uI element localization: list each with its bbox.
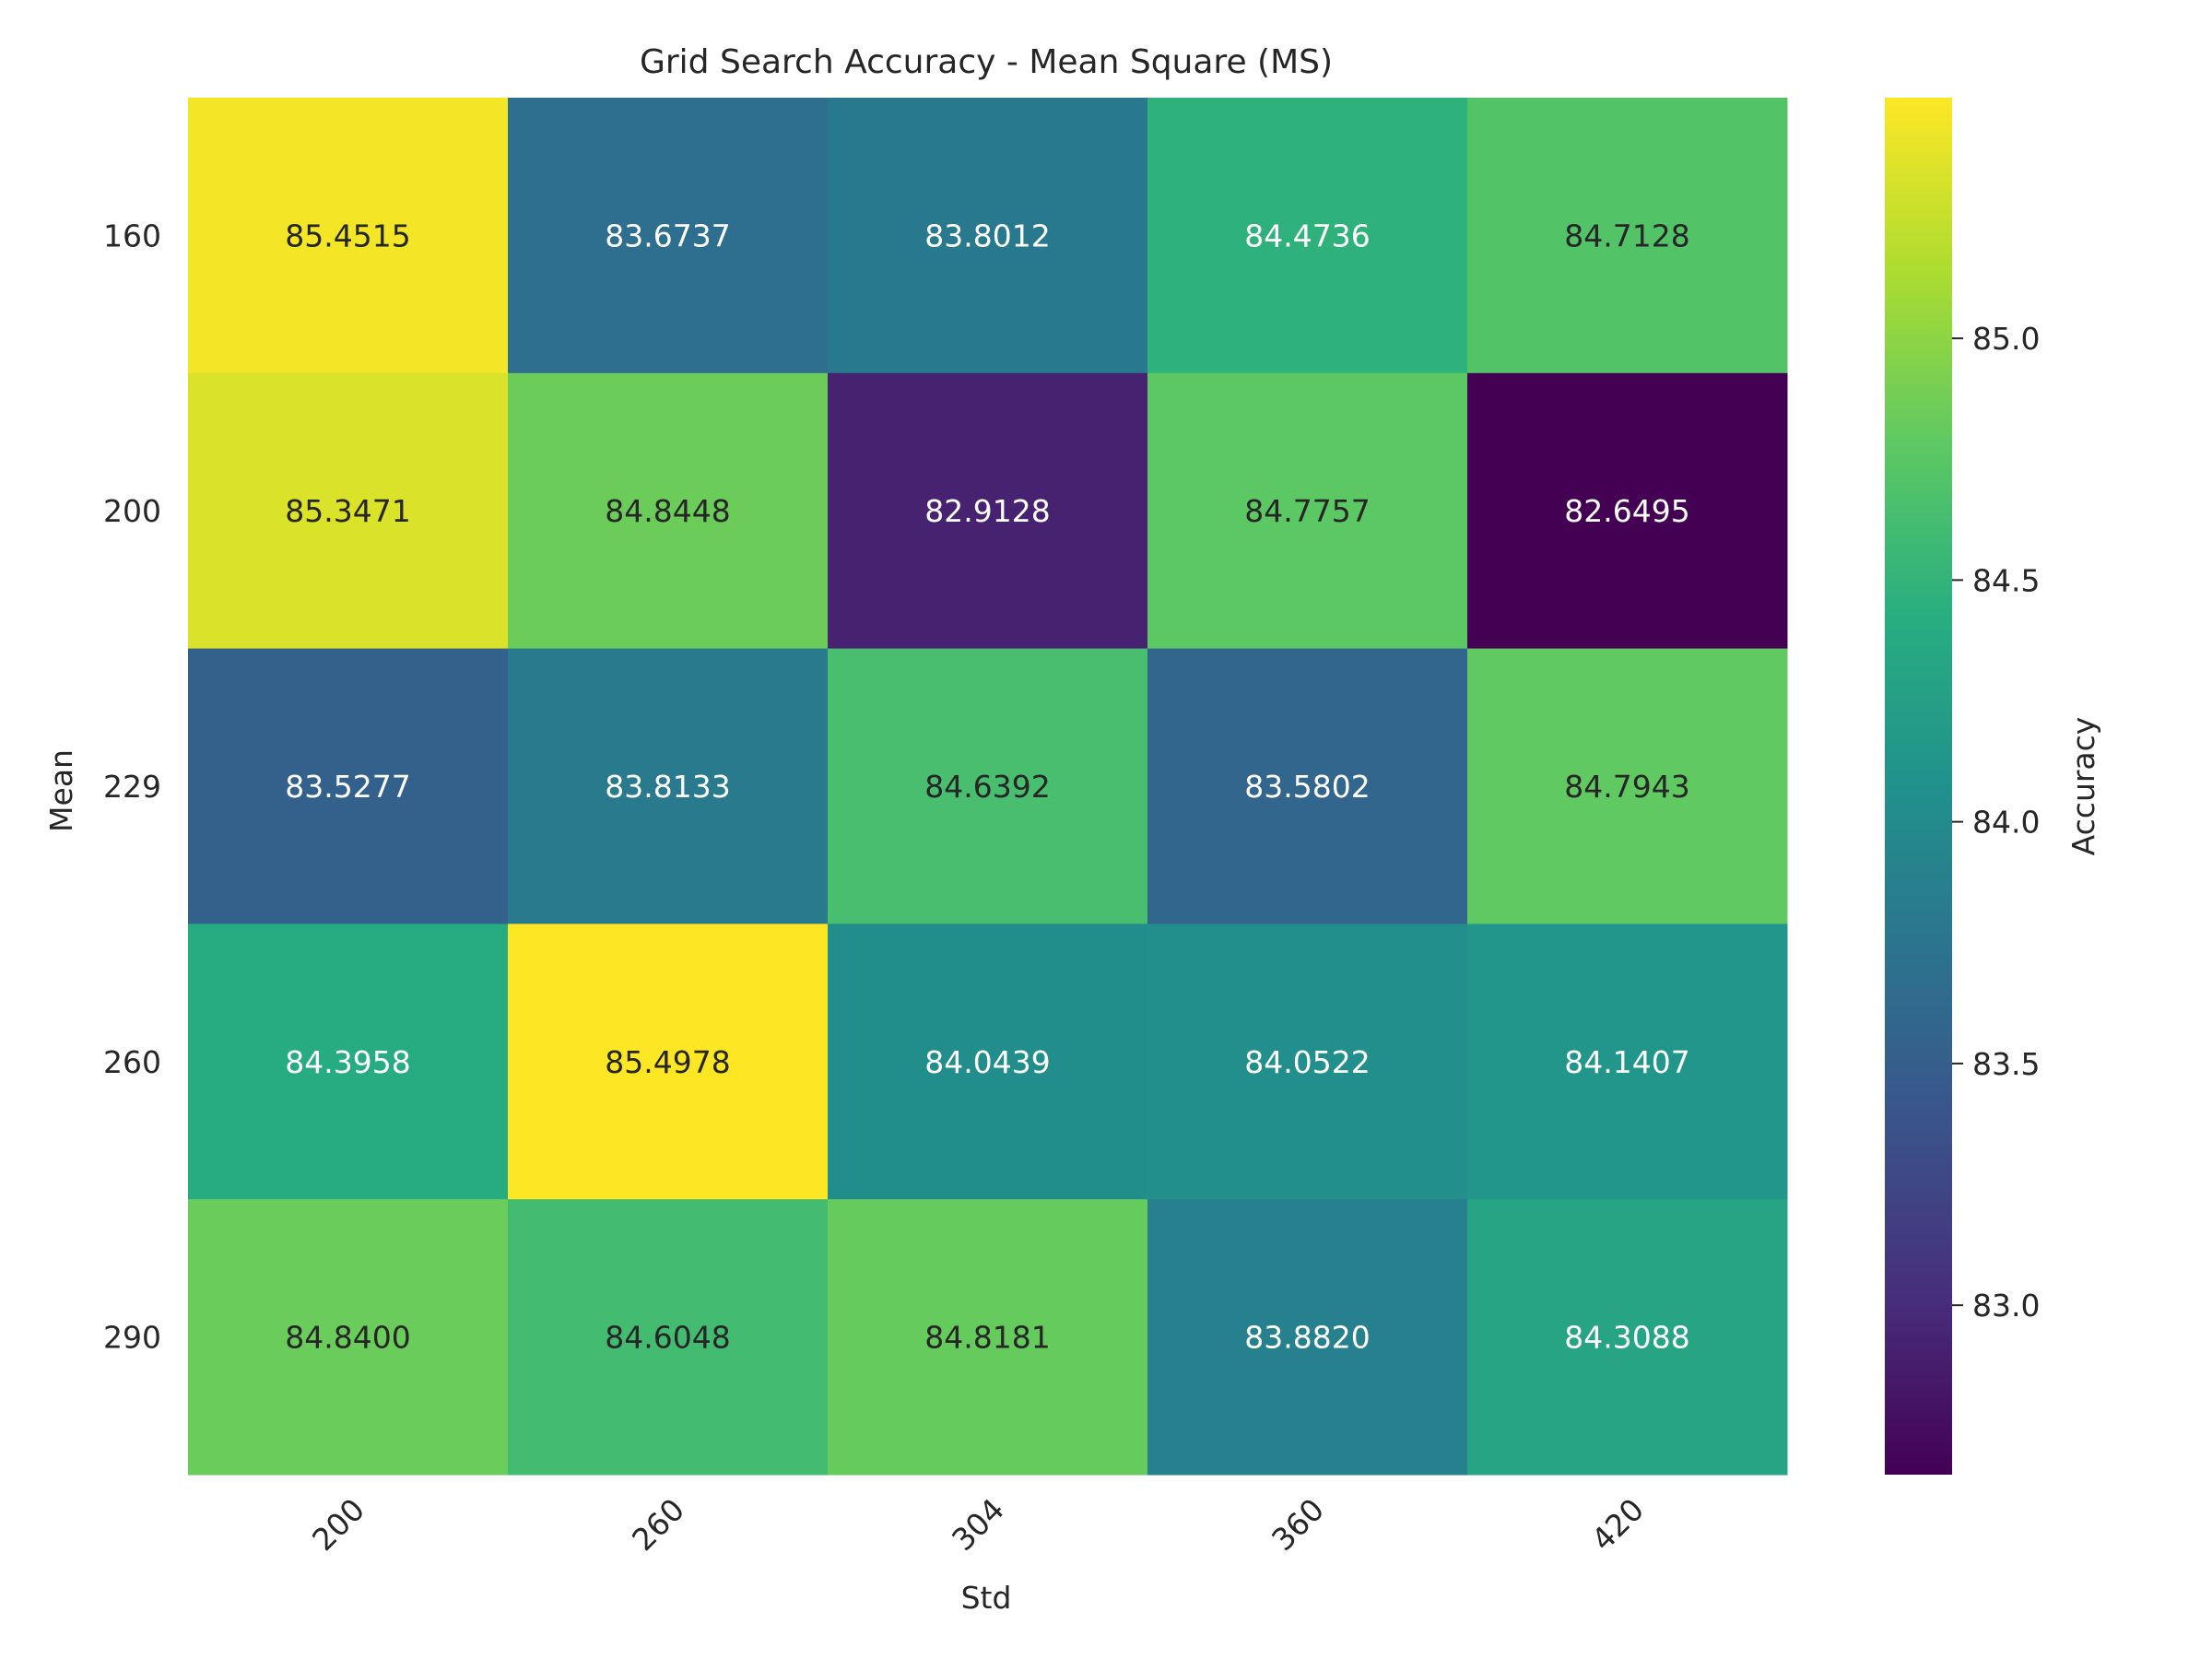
cell-value-label: 84.0522 <box>1244 1044 1370 1080</box>
y-tick-label: 160 <box>103 218 161 253</box>
heatmap-cell <box>1467 98 1788 374</box>
colorbar-tick-label: 83.5 <box>1972 1046 2040 1082</box>
cell-value-label: 85.3471 <box>285 493 410 529</box>
heatmap-cell <box>508 98 829 374</box>
cell-value-label: 83.5802 <box>1244 769 1370 805</box>
cell-value-label: 84.0439 <box>924 1044 1050 1080</box>
cell-value-label: 82.9128 <box>924 493 1050 529</box>
colorbar-tick-label: 84.5 <box>1972 562 2040 598</box>
chart-title: Grid Search Accuracy - Mean Square (MS) <box>640 43 1333 81</box>
y-tick-label: 260 <box>103 1044 161 1080</box>
cell-value-label: 84.3088 <box>1564 1320 1689 1356</box>
heatmap-cell <box>1147 648 1468 924</box>
x-tick-labels: 200 260 304 360 420 <box>305 1491 1651 1558</box>
heatmap-cell <box>188 372 509 650</box>
cell-value-label: 84.7943 <box>1564 769 1689 805</box>
cell-value-label: 83.8133 <box>605 769 730 805</box>
heatmap-cell <box>1467 1199 1788 1476</box>
cell-value-label: 84.8181 <box>924 1320 1050 1356</box>
x-axis-label: Std <box>961 1580 1012 1616</box>
heatmap-cell <box>1147 98 1468 374</box>
heatmap-cell <box>828 98 1148 374</box>
x-tick-label: 420 <box>1584 1491 1651 1558</box>
y-tick-labels: 160 200 229 260 290 <box>103 218 161 1355</box>
cell-value-label: 84.3958 <box>285 1044 410 1080</box>
colorbar-tick-label: 83.0 <box>1972 1288 2040 1324</box>
colorbar-label: Accuracy <box>2065 717 2101 856</box>
cell-value-label: 83.5277 <box>285 769 410 805</box>
y-tick-label: 229 <box>103 769 161 805</box>
heatmap-cell <box>188 98 509 374</box>
heatmap-cell <box>508 372 829 650</box>
heatmap-cell <box>508 1199 829 1476</box>
cell-value-label: 82.6495 <box>1564 493 1689 529</box>
colorbar-ticks: 83.0 83.5 84.0 84.5 85.0 <box>1952 321 2040 1324</box>
cell-value-label: 84.1407 <box>1564 1044 1689 1080</box>
cell-value-label: 85.4515 <box>285 218 410 253</box>
heatmap-cell <box>188 648 509 924</box>
heatmap-cell <box>1467 648 1788 924</box>
heatmap-cell <box>1147 372 1468 650</box>
y-axis-label: Mean <box>43 749 79 832</box>
heatmap-cell <box>508 924 829 1200</box>
cell-value-label: 83.8820 <box>1244 1320 1370 1356</box>
cell-value-label: 83.6737 <box>605 218 730 253</box>
cell-value-label: 85.4978 <box>605 1044 730 1080</box>
heatmap-cell <box>828 648 1148 924</box>
cell-value-label: 84.6048 <box>605 1320 730 1356</box>
heatmap-cells: 85.4515 83.6737 83.8012 84.4736 84.7128 85.34… <box>188 98 1788 1476</box>
cell-value-label: 84.8448 <box>605 493 730 529</box>
colorbar-tick-label: 85.0 <box>1972 321 2040 357</box>
cell-value-label: 84.8400 <box>285 1320 410 1356</box>
colorbar <box>1885 98 1952 1475</box>
cell-value-label: 84.7128 <box>1564 218 1689 253</box>
heatmap-cell <box>828 372 1148 650</box>
x-tick-label: 360 <box>1265 1491 1331 1558</box>
heatmap-cell <box>188 924 509 1200</box>
heatmap-cell <box>188 1199 509 1476</box>
heatmap-cell <box>1147 924 1468 1200</box>
x-tick-label: 260 <box>625 1491 691 1558</box>
heatmap-cell <box>828 1199 1148 1476</box>
cell-value-label: 84.4736 <box>1244 218 1370 253</box>
cell-value-label: 84.6392 <box>924 769 1050 805</box>
x-tick-label: 200 <box>305 1491 371 1558</box>
x-tick-label: 304 <box>945 1491 1011 1558</box>
cell-value-label: 84.7757 <box>1244 493 1370 529</box>
heatmap-cell <box>1467 924 1788 1200</box>
heatmap-cell <box>1467 372 1788 650</box>
heatmap-cell <box>828 924 1148 1200</box>
y-tick-label: 200 <box>103 493 161 529</box>
cell-value-label: 83.8012 <box>924 218 1050 253</box>
colorbar-tick-label: 84.0 <box>1972 805 2040 841</box>
heatmap-cell <box>508 648 829 924</box>
y-tick-label: 290 <box>103 1320 161 1356</box>
heatmap-cell <box>1147 1199 1468 1476</box>
